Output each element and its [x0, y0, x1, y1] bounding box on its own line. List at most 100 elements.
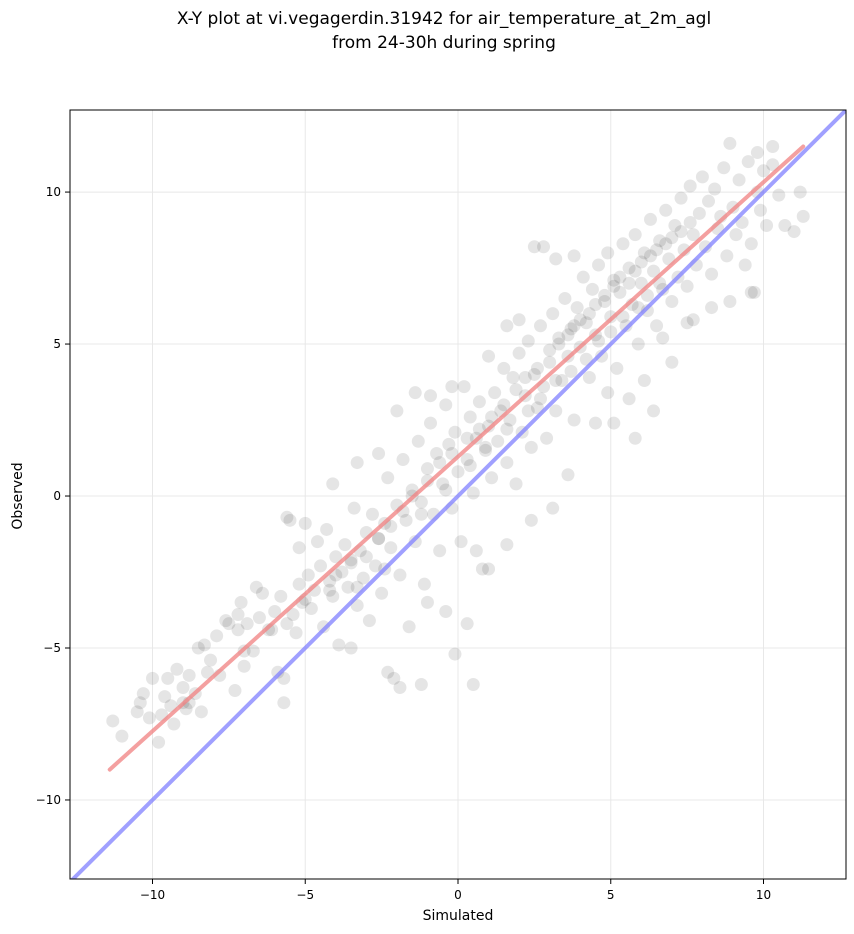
data-point [622, 276, 636, 290]
data-point [457, 380, 471, 394]
data-point [634, 255, 648, 269]
data-point [674, 225, 688, 239]
data-point [527, 240, 541, 254]
data-point [549, 374, 563, 388]
data-point [420, 462, 434, 476]
data-point [271, 665, 285, 679]
data-point [451, 465, 465, 479]
data-point [292, 577, 306, 591]
data-point [665, 231, 679, 245]
data-point [463, 459, 477, 473]
data-point [607, 273, 621, 287]
y-tick-label: 10 [46, 185, 61, 199]
data-point [280, 510, 294, 524]
data-point [350, 456, 364, 470]
data-point [231, 608, 245, 622]
data-point [680, 316, 694, 330]
data-point [546, 501, 560, 515]
data-point [610, 361, 624, 375]
data-point [744, 285, 758, 299]
data-point [158, 690, 172, 704]
data-point [616, 237, 630, 251]
data-point [778, 219, 792, 233]
data-point [222, 617, 236, 631]
data-point [372, 532, 386, 546]
data-point [402, 620, 416, 634]
data-point [320, 522, 334, 536]
data-point [381, 665, 395, 679]
data-point [549, 404, 563, 418]
data-point [537, 240, 551, 254]
data-point [485, 471, 499, 485]
data-point [475, 562, 489, 576]
grid-lines [70, 110, 846, 879]
data-point [344, 556, 358, 570]
x-axis-label: Simulated [423, 908, 494, 924]
data-point [668, 219, 682, 233]
data-point [573, 313, 587, 327]
data-point [521, 404, 535, 418]
data-point [592, 258, 606, 272]
data-point [555, 374, 569, 388]
data-point [570, 301, 584, 315]
data-point [598, 294, 612, 308]
data-point [659, 203, 673, 217]
data-point [766, 139, 780, 153]
data-point [414, 677, 428, 691]
x-tick-label: 0 [454, 888, 462, 902]
data-point [164, 699, 178, 713]
data-point [466, 486, 480, 500]
data-point [500, 319, 514, 333]
data-point [760, 219, 774, 233]
data-point [170, 662, 184, 676]
data-point [588, 298, 602, 312]
data-point [433, 456, 447, 470]
data-point [607, 416, 621, 430]
data-point [647, 404, 661, 418]
data-point [347, 501, 361, 515]
data-point [133, 696, 147, 710]
data-point [592, 334, 606, 348]
data-point [753, 203, 767, 217]
data-point [411, 434, 425, 448]
data-point [540, 431, 554, 445]
data-point [720, 249, 734, 263]
y-tick-label: 5 [53, 337, 61, 351]
data-point [659, 237, 673, 251]
data-point [787, 225, 801, 239]
data-point [396, 453, 410, 467]
y-axis-label: Observed [10, 462, 26, 529]
data-point [277, 696, 291, 710]
data-point [576, 270, 590, 284]
data-point [204, 653, 218, 667]
data-point [176, 681, 190, 695]
data-point [637, 246, 651, 260]
y-tick-label: −10 [36, 793, 61, 807]
data-point [255, 586, 269, 600]
data-point [369, 559, 383, 573]
data-point [115, 729, 129, 743]
data-point [692, 206, 706, 220]
data-point [509, 383, 523, 397]
data-point [643, 249, 657, 263]
data-point [466, 677, 480, 691]
data-point [567, 319, 581, 333]
data-point [622, 261, 636, 275]
data-point [622, 392, 636, 406]
data-point [145, 671, 159, 685]
data-point [191, 641, 205, 655]
data-point [533, 319, 547, 333]
data-point [317, 620, 331, 634]
data-point [420, 595, 434, 609]
data-point [543, 343, 557, 357]
data-point [454, 535, 468, 549]
data-point [304, 601, 318, 615]
data-point [729, 228, 743, 242]
axis-ticks: −10 −5 0 5 10 −10 −5 0 5 10 [36, 185, 771, 902]
data-point [482, 562, 496, 576]
data-point [142, 711, 156, 725]
data-point [482, 349, 496, 363]
data-point [564, 322, 578, 336]
data-point [372, 532, 386, 546]
data-point [524, 513, 538, 527]
